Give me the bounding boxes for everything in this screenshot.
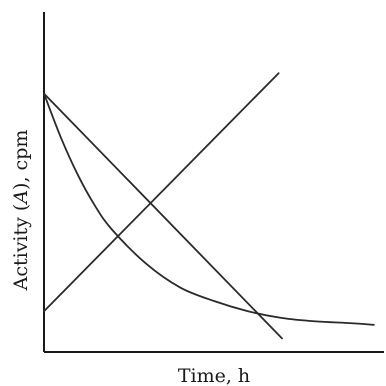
series-group <box>43 72 375 340</box>
series-line-2 <box>43 92 283 340</box>
y-axis-label-part-3: ), cpm <box>10 130 32 190</box>
x-axis-label: Time, h <box>178 365 250 386</box>
y-axis-label-part-2: A <box>10 190 32 206</box>
series-line-1 <box>43 72 280 313</box>
y-axis-label-part-1: Activity ( <box>10 204 32 292</box>
series-line-3 <box>43 92 375 326</box>
y-axis-label: Activity (A), cpm <box>10 130 32 292</box>
